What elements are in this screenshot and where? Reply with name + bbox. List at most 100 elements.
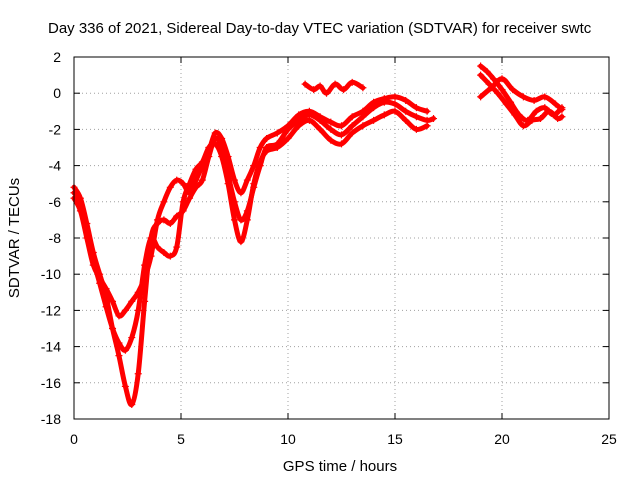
y-tick-label: 2 <box>53 49 61 65</box>
data-point <box>173 243 181 251</box>
data-point <box>218 134 226 142</box>
data-point <box>348 78 356 86</box>
data-point <box>102 303 110 311</box>
data-point <box>530 96 538 104</box>
data-point <box>263 147 271 155</box>
data-point <box>487 84 495 92</box>
data-point <box>153 216 161 224</box>
grid-lines <box>74 57 609 419</box>
data-point <box>327 125 335 133</box>
data-point <box>273 144 281 151</box>
data-point <box>128 401 136 409</box>
chart-title: Day 336 of 2021, Sidereal Day-to-day VTE… <box>48 20 592 37</box>
data-point <box>109 325 117 332</box>
data-point <box>402 107 410 115</box>
x-tick-label: 10 <box>280 431 296 447</box>
data-point <box>477 62 485 70</box>
data-point <box>545 107 553 115</box>
x-axis-label: GPS time / hours <box>283 458 397 475</box>
data-point <box>134 288 142 296</box>
data-point <box>115 312 123 320</box>
y-tick-label: -14 <box>41 339 61 355</box>
data-point <box>558 113 566 121</box>
data-point <box>305 107 313 115</box>
data-point <box>331 80 339 88</box>
data-point <box>494 89 502 97</box>
data-point <box>141 274 149 282</box>
x-tick-label: 20 <box>494 431 510 447</box>
series-3 <box>301 78 367 97</box>
series-0 <box>70 98 438 409</box>
data-point <box>166 183 174 191</box>
data-point <box>423 122 431 130</box>
data-point <box>402 116 410 124</box>
data-point <box>295 111 303 119</box>
data-point <box>295 122 303 130</box>
data-point <box>554 115 562 123</box>
data-point <box>231 216 238 224</box>
data-point <box>359 84 367 92</box>
data-point <box>541 104 549 112</box>
data-point <box>509 86 517 94</box>
y-tick-label: -16 <box>41 375 61 391</box>
data-point <box>412 113 420 121</box>
data-point <box>502 100 510 108</box>
data-point <box>179 180 187 188</box>
data-point <box>115 352 123 360</box>
data-point <box>134 370 142 378</box>
y-tick-label: -12 <box>41 302 61 318</box>
data-point <box>179 198 187 206</box>
series-line-6 <box>478 76 565 112</box>
data-point <box>166 220 174 228</box>
y-tick-label: -6 <box>49 194 62 210</box>
data-point <box>532 107 540 115</box>
data-point <box>519 93 527 101</box>
data-point <box>327 118 335 126</box>
data-point <box>186 189 194 197</box>
data-point <box>310 86 318 94</box>
data-point <box>558 105 566 113</box>
x-tick-label: 5 <box>177 431 185 447</box>
data-point <box>160 216 168 224</box>
data-point <box>402 96 410 104</box>
data-point <box>256 158 264 166</box>
y-tick-label: -2 <box>49 121 62 137</box>
data-point <box>96 274 104 282</box>
data-point <box>507 98 515 106</box>
data-point <box>391 93 399 101</box>
data-point <box>250 180 258 188</box>
data-point <box>160 198 168 206</box>
data-point <box>256 144 264 151</box>
data-point <box>423 107 431 115</box>
data-point <box>412 125 420 133</box>
data-point <box>76 207 84 215</box>
plot-area <box>70 62 566 409</box>
data-point <box>128 297 136 305</box>
data-point <box>305 116 313 124</box>
data-point <box>483 67 491 75</box>
data-point <box>243 216 251 224</box>
data-point <box>83 234 91 242</box>
data-point <box>243 176 251 184</box>
data-point <box>198 162 206 170</box>
data-point <box>528 116 536 124</box>
data-point <box>141 297 149 305</box>
series-line-0 <box>71 99 436 408</box>
data-point <box>338 122 345 130</box>
data-point <box>327 136 335 144</box>
data-point <box>340 86 348 94</box>
data-point <box>109 297 117 305</box>
data-point <box>348 129 356 137</box>
data-point <box>323 89 331 97</box>
y-tick-label: -8 <box>49 230 62 246</box>
data-point <box>192 176 200 184</box>
series-line-1 <box>71 108 430 353</box>
data-point <box>237 238 245 246</box>
data-point <box>537 115 545 123</box>
data-point <box>102 285 110 293</box>
data-point <box>115 339 123 347</box>
x-tick-label: 0 <box>70 431 78 447</box>
y-tick-label: -10 <box>41 266 61 282</box>
data-point <box>173 176 181 184</box>
data-point <box>147 252 155 260</box>
